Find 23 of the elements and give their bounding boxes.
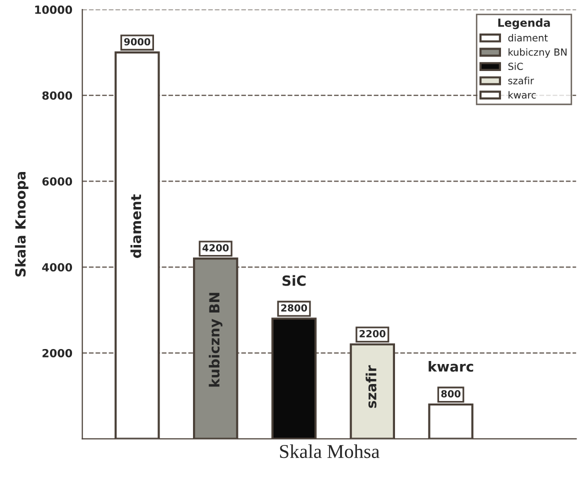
text: szafir [366, 365, 376, 408]
legend-label: kwarc [508, 91, 536, 99]
text: kubiczny BN [208, 292, 222, 387]
data-label: 2800 [281, 304, 308, 312]
y-tick-label: 8000 [42, 91, 72, 100]
x-axis-title: Skala Mohsa [280, 444, 380, 458]
data-label: 2200 [360, 330, 386, 338]
text: diament [130, 194, 142, 258]
y-tick-label: 4000 [42, 263, 72, 272]
y-tick-label: 10000 [35, 6, 72, 14]
legend-title: Legenda [498, 18, 550, 30]
legend-label: diament [508, 34, 548, 42]
text: kwarc [428, 361, 474, 372]
data-label: 4200 [202, 244, 229, 252]
y-tick-label: 6000 [42, 177, 72, 186]
legend-label: SiC [508, 62, 523, 70]
data-label: 800 [441, 390, 460, 398]
y-axis-title: Skala Knoopa [14, 172, 28, 277]
legend-label: szafir [508, 76, 534, 84]
data-label: 9000 [124, 38, 150, 46]
legend-label: kubiczny BN [508, 48, 567, 58]
y-tick-label: 2000 [42, 348, 72, 358]
text: SiC [282, 275, 306, 286]
